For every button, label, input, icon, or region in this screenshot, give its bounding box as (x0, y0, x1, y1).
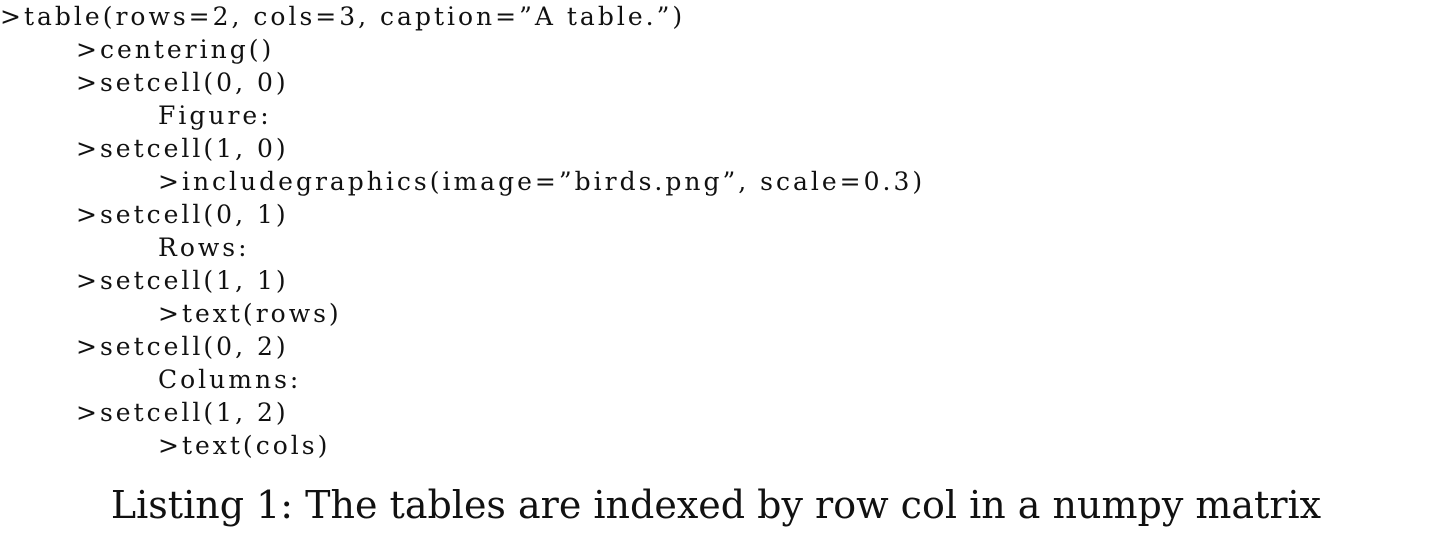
code-line-setcell-0-0: >setcell(0, 0) (76, 68, 289, 97)
code-line-setcell-1-0: >setcell(1, 0) (76, 134, 289, 163)
code-line-centering: >centering() (76, 35, 275, 64)
code-line-table: >table(rows=2, cols=3, caption=”A table.… (0, 2, 686, 31)
code-line-setcell-1-1: >setcell(1, 1) (76, 266, 289, 295)
code-line-setcell-0-2: >setcell(0, 2) (76, 332, 289, 361)
code-line-columns-label: Columns: (158, 365, 302, 394)
code-line-setcell-0-1: >setcell(0, 1) (76, 200, 289, 229)
code-line-figure-label: Figure: (158, 101, 272, 130)
code-line-rows-label: Rows: (158, 233, 250, 262)
code-line-includegraphics: >includegraphics(image=”birds.png”, scal… (158, 167, 926, 196)
code-line-text-cols: >text(cols) (158, 431, 331, 460)
code-line-setcell-1-2: >setcell(1, 2) (76, 398, 289, 427)
code-line-text-rows: >text(rows) (158, 299, 342, 328)
listing-caption: Listing 1: The tables are indexed by row… (110, 483, 1322, 527)
